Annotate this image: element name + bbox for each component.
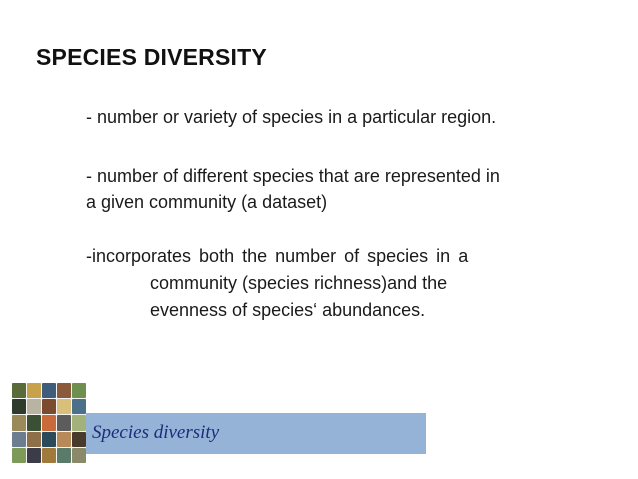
species-photo-mosaic (12, 383, 86, 463)
bullet-definition-3-line-1: -incorporates both the number of species… (86, 246, 469, 266)
photo-tile (72, 399, 86, 415)
photo-tile (27, 431, 41, 447)
photo-tile (27, 383, 41, 399)
photo-tile (72, 383, 86, 399)
bullet-definition-3-line-2: community (species richness)and the (150, 273, 448, 293)
photo-tile (72, 447, 86, 463)
photo-tile (57, 431, 71, 447)
photo-tile (72, 431, 86, 447)
photo-tile (12, 447, 26, 463)
bullet-definition-2-line-2: a given community (a dataset) (86, 192, 328, 212)
banner-label: Species diversity (92, 422, 220, 443)
photo-tile (42, 399, 56, 415)
photo-tile (42, 415, 56, 431)
photo-tile (12, 415, 26, 431)
photo-tile (27, 447, 41, 463)
photo-tile (12, 399, 26, 415)
photo-tile (12, 383, 26, 399)
photo-tile (57, 383, 71, 399)
species-diversity-banner: Species diversity (86, 413, 426, 454)
photo-tile (27, 399, 41, 415)
photo-tile (42, 447, 56, 463)
photo-tile (42, 383, 56, 399)
photo-tile (27, 415, 41, 431)
slide-title: SPECIES DIVERSITY (36, 44, 267, 70)
bullet-definition-2-line-1: - number of different species that are r… (86, 166, 500, 186)
photo-tile (57, 447, 71, 463)
photo-tile (72, 415, 86, 431)
photo-tile (12, 431, 26, 447)
photo-tile (57, 399, 71, 415)
bullet-definition-1: - number or variety of species in a part… (86, 107, 497, 127)
bullet-definition-3-line-3: evenness of species‘ abundances. (150, 300, 426, 320)
photo-tile (57, 415, 71, 431)
photo-tile (42, 431, 56, 447)
